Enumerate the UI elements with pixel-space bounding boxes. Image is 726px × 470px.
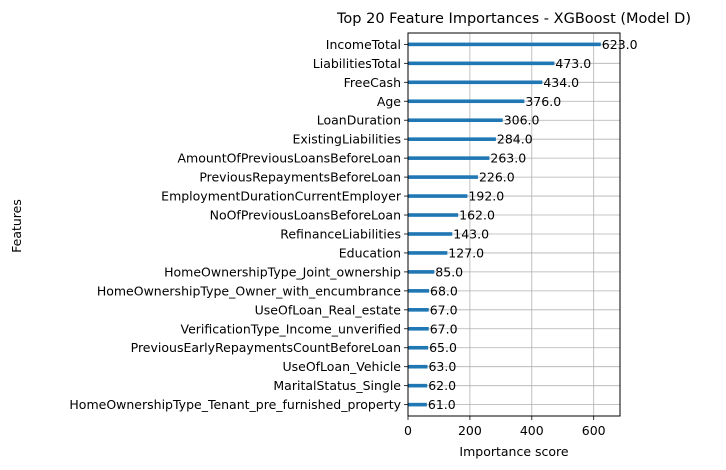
bar <box>408 326 429 331</box>
bar <box>408 289 430 293</box>
y-tick-labels: IncomeTotal LiabilitiesTotal FreeCash Age Lo… <box>69 37 408 412</box>
value-label: 68.0 <box>430 283 458 298</box>
bar <box>408 156 490 160</box>
bar <box>408 213 459 217</box>
value-label: 434.0 <box>543 75 579 90</box>
bar <box>408 345 429 350</box>
y-tick-label: PreviousRepaymentsBeforeLoan <box>199 170 401 185</box>
value-label: 306.0 <box>504 113 540 128</box>
x-tick-label: 0 <box>404 423 412 438</box>
bar <box>408 402 427 407</box>
value-label: 192.0 <box>468 189 504 204</box>
bar <box>408 42 601 47</box>
bar <box>408 308 429 312</box>
x-tick-label: 600 <box>582 423 606 438</box>
bar <box>408 364 428 369</box>
bar <box>408 270 435 274</box>
bar <box>408 118 503 123</box>
y-tick-label: EmploymentDurationCurrentEmployer <box>161 189 402 204</box>
value-label: 61.0 <box>428 397 456 412</box>
bar <box>408 99 525 104</box>
y-tick-label: LoanDuration <box>317 113 401 128</box>
value-label: 263.0 <box>490 151 526 166</box>
y-tick-label: ExistingLiabilities <box>292 132 401 147</box>
y-tick-label: HomeOwnershipType_Tenant_pre_furnished_p… <box>69 397 401 412</box>
y-axis-label: Features <box>9 199 24 253</box>
y-tick-label: UseOfLoan_Vehicle <box>282 359 401 374</box>
y-tick-label: Age <box>377 94 401 109</box>
bar <box>408 232 453 236</box>
plot-frame <box>407 32 621 417</box>
value-label: 473.0 <box>555 56 591 71</box>
y-tick-label: UseOfLoan_Real_estate <box>255 302 402 317</box>
bars <box>408 42 601 407</box>
value-labels: 623.0473.0434.0376.0306.0284.0263.0226.0… <box>428 37 638 412</box>
y-tick-label: Education <box>339 245 401 260</box>
x-axis-label: Importance score <box>459 444 569 459</box>
x-tick-label: 200 <box>458 423 482 438</box>
value-label: 67.0 <box>430 321 458 336</box>
value-label: 63.0 <box>428 359 456 374</box>
value-label: 143.0 <box>453 226 489 241</box>
value-label: 127.0 <box>448 245 484 260</box>
y-tick-label: HomeOwnershipType_Owner_with_encumbrance <box>97 283 401 298</box>
value-label: 226.0 <box>479 170 515 185</box>
value-label: 284.0 <box>497 132 533 147</box>
y-tick-label: FreeCash <box>344 75 401 90</box>
y-tick-label: NoOfPreviousLoansBeforeLoan <box>210 208 401 223</box>
y-tick-label: AmountOfPreviousLoansBeforeLoan <box>177 151 401 166</box>
y-tick-label: MaritalStatus_Single <box>273 378 401 393</box>
value-label: 162.0 <box>459 208 495 223</box>
bar <box>408 137 496 141</box>
bar <box>408 61 555 66</box>
x-tick-label: 400 <box>520 423 544 438</box>
x-tick-labels: 0 200 400 600 <box>404 416 606 438</box>
value-label: 67.0 <box>430 302 458 317</box>
bar <box>408 175 478 179</box>
bar <box>408 80 543 85</box>
chart-title: Top 20 Feature Importances - XGBoost (Mo… <box>336 11 691 27</box>
y-tick-label: HomeOwnershipType_Joint_ownership <box>164 264 401 279</box>
bar <box>408 383 428 388</box>
value-label: 85.0 <box>435 264 463 279</box>
y-tick-label: PreviousEarlyRepaymentsCountBeforeLoan <box>131 340 401 355</box>
y-tick-label: LiabilitiesTotal <box>313 56 401 71</box>
y-tick-label: IncomeTotal <box>326 37 401 52</box>
bar <box>408 251 448 255</box>
value-label: 376.0 <box>525 94 561 109</box>
y-tick-label: VerificationType_Income_unverified <box>181 321 401 336</box>
value-label: 65.0 <box>429 340 457 355</box>
value-label: 62.0 <box>428 378 456 393</box>
bar <box>408 194 468 198</box>
y-tick-label: RefinanceLiabilities <box>280 226 401 241</box>
